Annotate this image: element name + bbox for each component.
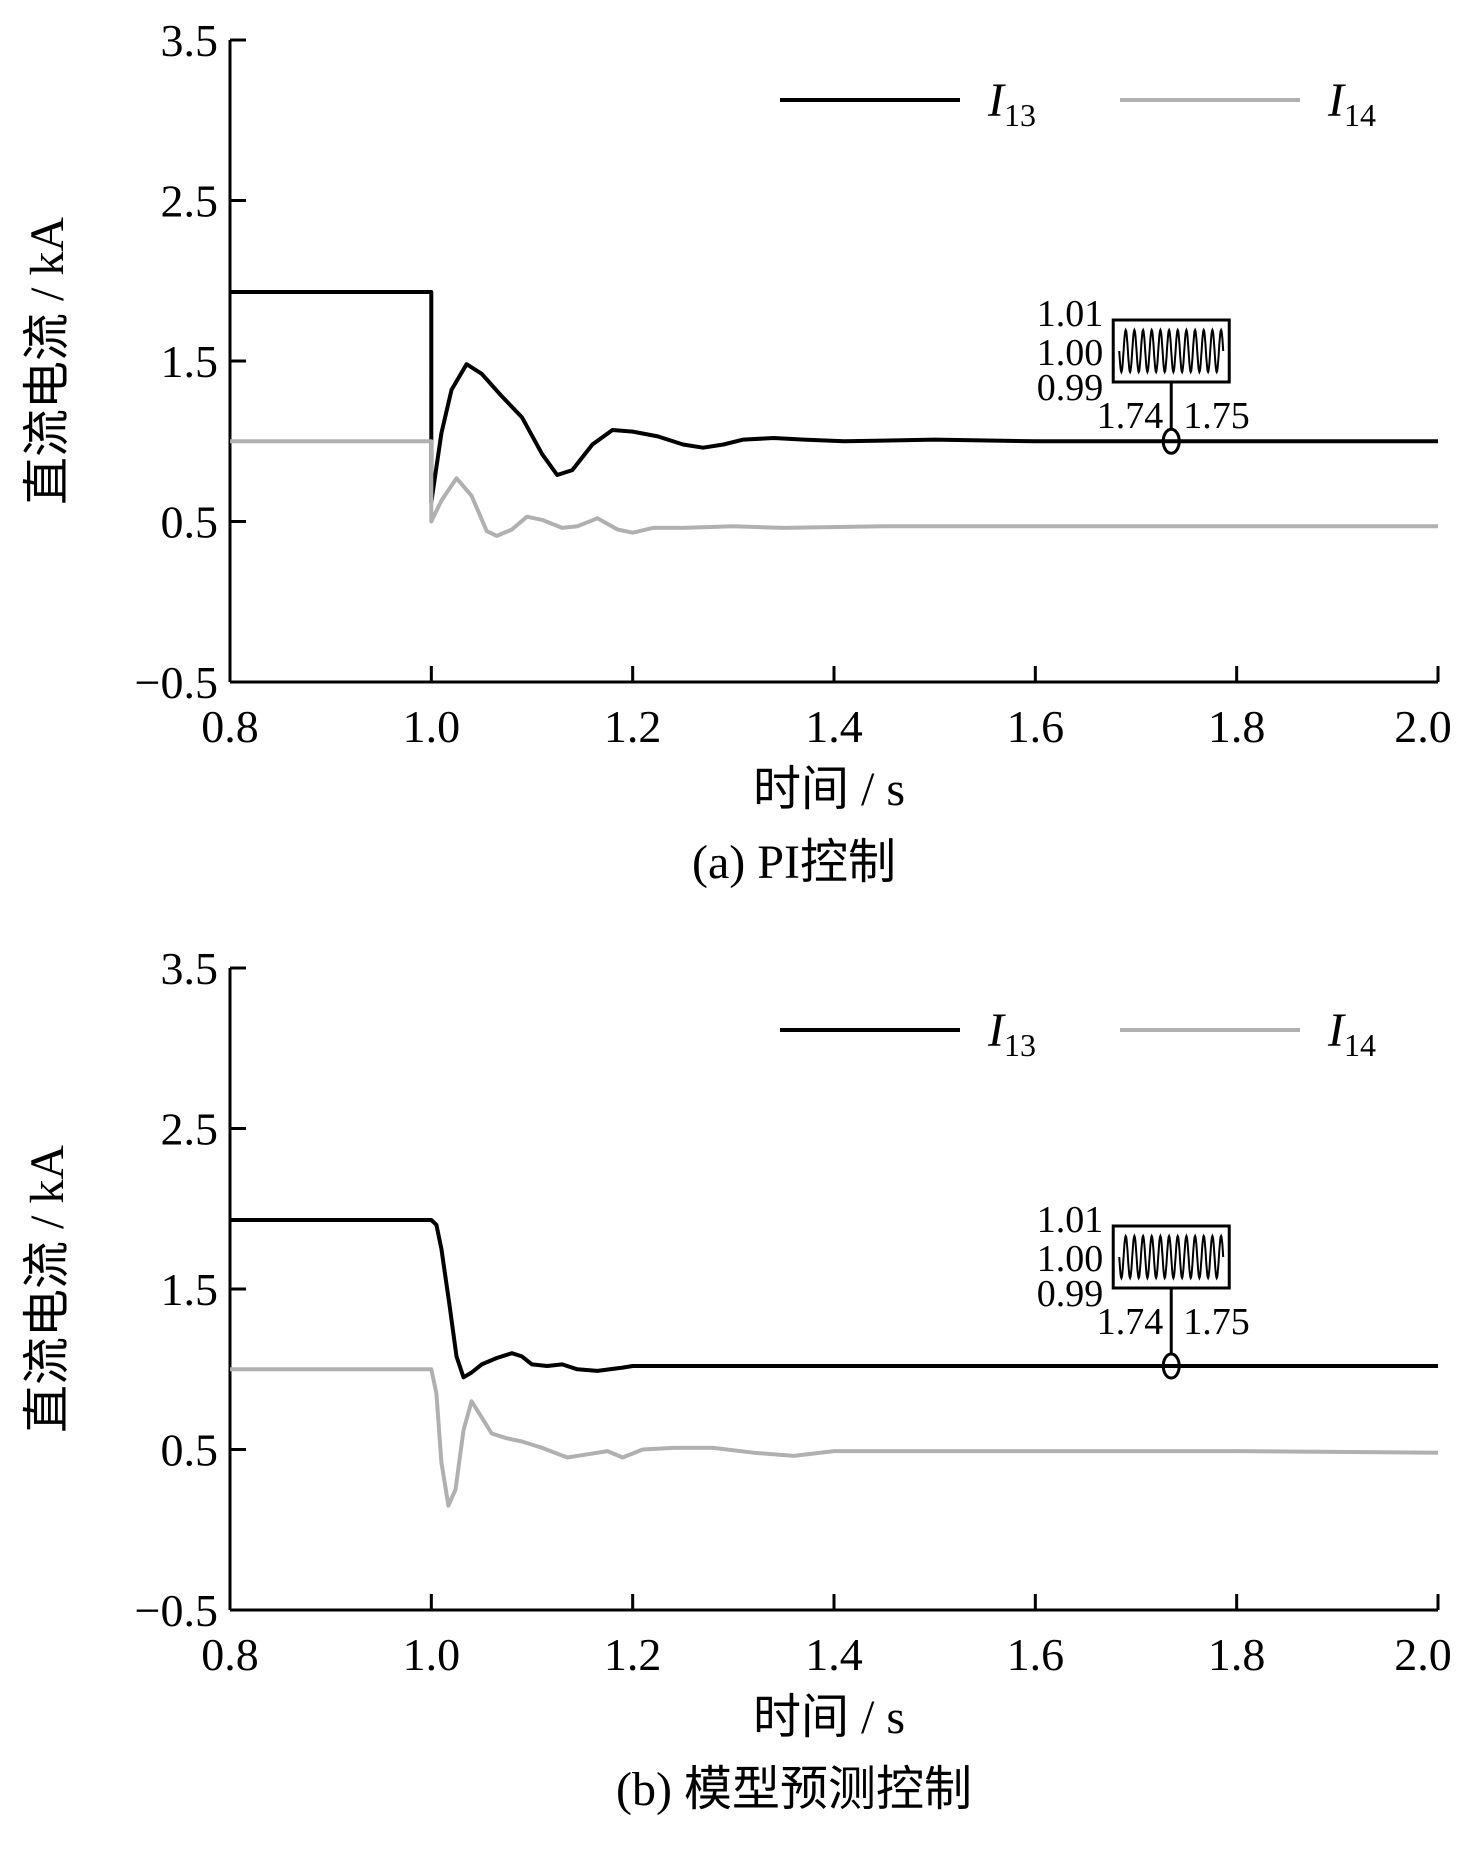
y-axis-label: 直流电流 / kA (21, 217, 74, 505)
legend-label-i13: I13 (987, 1004, 1036, 1063)
inset-marker (1161, 1352, 1181, 1380)
x-tick-label: 1.4 (805, 701, 863, 752)
inset-y-label: 1.00 (1037, 1238, 1104, 1280)
inset-x-label: 1.75 (1183, 395, 1250, 437)
chart-caption: (a) PI控制 (692, 836, 896, 889)
x-tick-label: 1.2 (604, 701, 662, 752)
inset-y-label: 1.00 (1037, 332, 1104, 374)
inset-y-label: 0.99 (1037, 367, 1104, 409)
chart-panel-b: 0.8 1.0 1.2 1.4 1.6 1.8 2.0 −0.5 0.5 1.5 2.5 3.5 时间 … (21, 943, 1452, 1816)
x-tick-label: 1.0 (403, 701, 461, 752)
x-tick-label: 1.0 (403, 1629, 461, 1680)
series-line-i13 (230, 1218, 1438, 1380)
x-tick-label: 0.8 (201, 1629, 259, 1680)
x-tick-label: 1.4 (805, 1629, 863, 1680)
inset-waveform (1118, 327, 1225, 375)
inset-x-label: 1.74 (1097, 1301, 1164, 1343)
x-tick-label: 1.8 (1208, 1629, 1266, 1680)
x-tick-label: 1.6 (1007, 701, 1065, 752)
y-tick-label: 0.5 (161, 1425, 219, 1476)
inset-y-label: 1.01 (1037, 1199, 1104, 1241)
y-tick-label: 0.5 (161, 497, 219, 548)
series-line-i14 (230, 1367, 1439, 1508)
legend-label-i14: I14 (1327, 1004, 1376, 1063)
legend-label-i13: I13 (987, 74, 1036, 133)
inset-x-label: 1.74 (1097, 395, 1164, 437)
y-tick-label: 1.5 (161, 1264, 219, 1315)
inset-zoom: 1.011.000.991.74 1.75 (1037, 293, 1250, 455)
y-axis-label: 直流电流 / kA (21, 1145, 74, 1433)
inset-y-label: 1.01 (1037, 293, 1104, 335)
x-tick-label: 2.0 (1394, 701, 1452, 752)
y-tick-label: 3.5 (161, 15, 219, 66)
x-axis-label: 时间 / s (753, 1691, 905, 1744)
y-tick-label: −0.5 (135, 1585, 218, 1636)
y-tick-label: −0.5 (135, 657, 218, 708)
x-axis-label: 时间 / s (753, 763, 905, 816)
y-tick-label: 3.5 (161, 943, 219, 994)
inset-y-label: 0.99 (1037, 1273, 1104, 1315)
y-tick-label: 2.5 (161, 176, 219, 227)
inset-zoom: 1.011.000.991.74 1.75 (1037, 1199, 1250, 1380)
legend-label-i14: I14 (1327, 74, 1376, 133)
x-tick-label: 1.6 (1007, 1629, 1065, 1680)
x-tick-label: 2.0 (1394, 1629, 1452, 1680)
x-tick-label: 1.8 (1208, 701, 1266, 752)
chart-panel-a: 0.8 1.0 1.2 1.4 1.6 1.8 2.0 −0.5 0.5 1.5 2.5 3.5 时间 … (21, 15, 1452, 889)
chart-caption: (b) 模型预测控制 (616, 1763, 972, 1816)
inset-marker (1161, 427, 1181, 455)
inset-x-label: 1.75 (1183, 1301, 1250, 1343)
y-tick-label: 1.5 (161, 336, 219, 387)
inset-waveform (1118, 1233, 1225, 1281)
x-tick-label: 0.8 (201, 701, 259, 752)
x-tick-label: 1.2 (604, 1629, 662, 1680)
y-tick-label: 2.5 (161, 1104, 219, 1155)
series-line-i14 (230, 439, 1438, 538)
series-line-i13 (230, 290, 1438, 505)
